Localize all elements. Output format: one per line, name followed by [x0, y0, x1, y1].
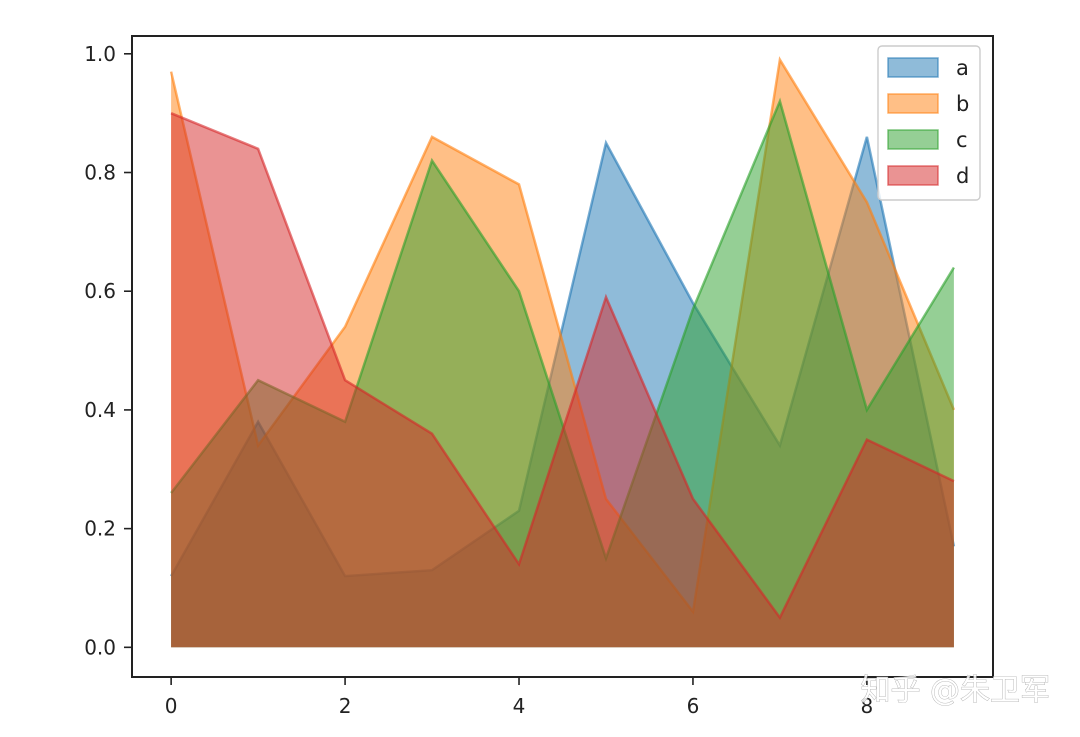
watermark: 知乎 @朱卫军	[860, 673, 1050, 708]
legend-swatch-a	[887, 57, 939, 78]
plot-frame	[131, 35, 994, 678]
x-tick-label: 0	[165, 694, 178, 718]
plot-areas	[169, 56, 956, 648]
x-tick-label: 8	[861, 694, 874, 718]
legend-swatch-c	[887, 129, 939, 150]
legend-box	[877, 45, 981, 201]
y-tick-label: 0.6	[84, 279, 116, 303]
legend-swatch-b	[887, 93, 939, 114]
area-d	[171, 113, 954, 648]
x-tick-label: 2	[339, 694, 352, 718]
legend-label-c: c	[956, 128, 968, 152]
x-tick-label: 6	[687, 694, 700, 718]
y-tick-label: 0.4	[84, 398, 116, 422]
y-tick-label: 0.2	[84, 517, 116, 541]
y-axis: 0.0 0.2 0.4 0.6 0.8 1.0	[84, 42, 132, 659]
legend-label-b: b	[956, 92, 969, 116]
legend-label-a: a	[956, 56, 969, 80]
legend-label-d: d	[956, 164, 969, 188]
x-axis: 0 2 4 6 8	[165, 677, 873, 718]
legend-swatch-d	[887, 165, 939, 186]
line-d	[170, 112, 955, 621]
y-tick-label: 0.0	[84, 635, 116, 659]
y-tick-label: 1.0	[84, 42, 116, 66]
y-tick-label: 0.8	[84, 161, 116, 185]
x-tick-label: 4	[513, 694, 526, 718]
